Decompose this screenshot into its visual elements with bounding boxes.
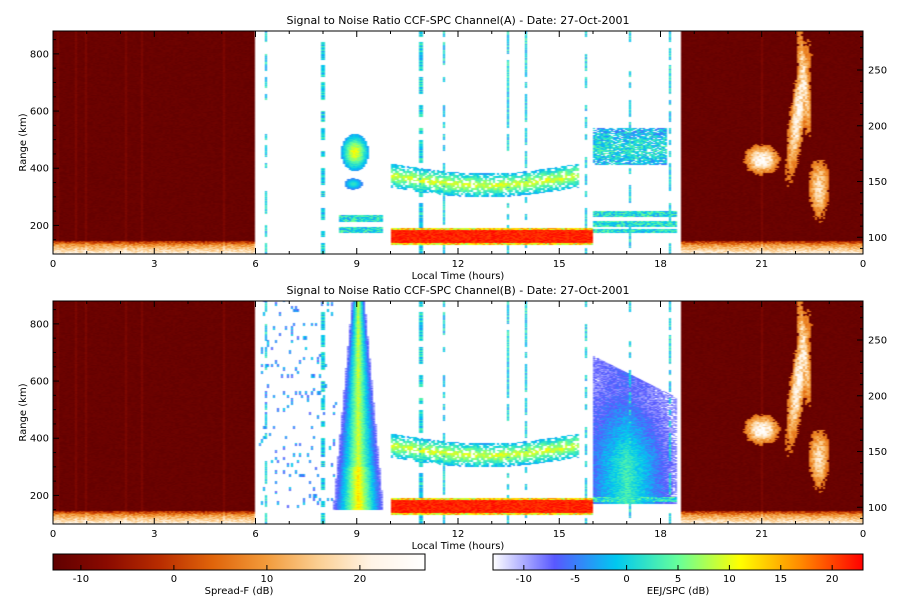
heatmap-raster: [53, 31, 863, 254]
x-tick-label: 0: [860, 259, 866, 270]
x-tick-label: 6: [252, 529, 258, 540]
y2-tick-label: 250: [868, 336, 887, 347]
x-tick-label: 9: [354, 529, 360, 540]
colorbar-ticks: -10 -5 0 5 10 15 20: [516, 565, 839, 585]
colorbar-gradient: [52, 553, 426, 571]
x-tick-label: 3: [151, 259, 157, 270]
heatmap-image: [53, 31, 863, 254]
colorbar-ticks: -10 0 10 20: [73, 565, 367, 585]
colorbar-tick-label: -5: [570, 574, 580, 585]
y-tick-label: 600: [30, 107, 49, 118]
colorbar-tick-label: 15: [774, 574, 787, 585]
x-tick-label: 21: [755, 529, 768, 540]
colorbar-tick-label: -10: [73, 574, 89, 585]
y-axis-label: Range (km): [18, 113, 29, 171]
x-tick-label: 12: [452, 529, 465, 540]
colorbar-eej-spc: -10 -5 0 5 10 15 20 EEJ/SPC (dB): [492, 553, 864, 597]
colorbar-label: Spread-F (dB): [205, 586, 274, 597]
x-tick-label: 21: [755, 259, 768, 270]
x-tick-label: 0: [860, 529, 866, 540]
x-tick-label: 15: [553, 529, 566, 540]
y2-tick-label: 150: [868, 177, 887, 188]
y2-tick-label: 150: [868, 447, 887, 458]
x-tick-label: 3: [151, 529, 157, 540]
x-tick-label: 0: [50, 529, 56, 540]
colorbar-tick-label: 0: [171, 574, 177, 585]
y2-tick-label: 100: [868, 233, 887, 244]
y-axis-label: Range (km): [18, 383, 29, 441]
x-tick-label: 18: [654, 259, 667, 270]
y-tick-label: 600: [30, 377, 49, 388]
colorbar-tick-label: 20: [354, 574, 367, 585]
colorbar-tick-label: 5: [675, 574, 681, 585]
colorbar-tick-label: 0: [623, 574, 629, 585]
x-tick-label: 15: [553, 259, 566, 270]
colorbar-tick-label: 10: [261, 574, 274, 585]
y2-tick-label: 200: [868, 121, 887, 132]
colorbar-tick-label: -10: [516, 574, 532, 585]
x-tick-label: 18: [654, 529, 667, 540]
colorbar-spread-f: -10 0 10 20 Spread-F (dB): [52, 553, 426, 597]
x-tick-label: 0: [50, 259, 56, 270]
heatmap-raster: [53, 301, 863, 524]
y-tick-label: 200: [30, 221, 49, 232]
x-axis-label: Local Time (hours): [412, 271, 505, 282]
chart-title: Signal to Noise Ratio CCF-SPC Channel(A)…: [286, 14, 629, 27]
x-axis-label: Local Time (hours): [412, 541, 505, 552]
y-tick-label: 200: [30, 491, 49, 502]
y2-tick-label: 250: [868, 66, 887, 77]
y-tick-label: 800: [30, 49, 49, 60]
y-tick-label: 400: [30, 434, 49, 445]
x-tick-label: 12: [452, 259, 465, 270]
y2-tick-label: 100: [868, 503, 887, 514]
colorbar-tick-label: 20: [826, 574, 839, 585]
panel-channel-a: Signal to Noise Ratio CCF-SPC Channel(A)…: [18, 14, 887, 282]
x-tick-label: 6: [252, 259, 258, 270]
y-tick-label: 400: [30, 164, 49, 175]
heatmap-image: [53, 301, 863, 524]
chart-title: Signal to Noise Ratio CCF-SPC Channel(B)…: [286, 284, 629, 297]
x-tick-label: 9: [354, 259, 360, 270]
panel-channel-b: Signal to Noise Ratio CCF-SPC Channel(B)…: [18, 284, 887, 552]
axes: 0 3 6 9 12 15 18 21 0 200 400 600 800 100 150 200 250: [30, 31, 887, 270]
colorbar-tick-label: 10: [723, 574, 736, 585]
y-tick-label: 800: [30, 319, 49, 330]
axes: 0 3 6 9 12 15 18 21 0 200 400 600 800 100 150 200 250: [30, 301, 887, 540]
y2-tick-label: 200: [868, 391, 887, 402]
colorbar-label: EEJ/SPC (dB): [647, 586, 710, 597]
